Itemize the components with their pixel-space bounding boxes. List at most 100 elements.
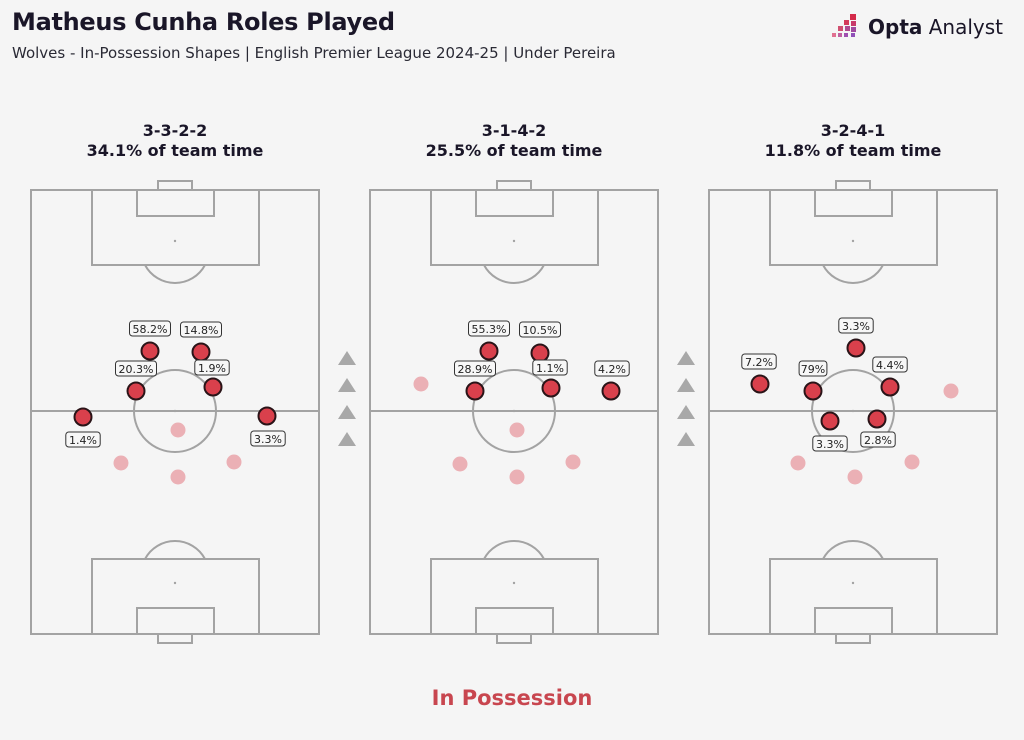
- up-arrow-icon: [338, 432, 356, 446]
- penalty-box-top: [91, 189, 260, 266]
- faded-player-dot: [565, 454, 581, 470]
- percentage-label-box: [65, 431, 101, 448]
- faded-player-dot: [943, 383, 959, 399]
- center-spot: [512, 409, 516, 413]
- penalty-box-top: [769, 189, 938, 266]
- goal-top: [157, 180, 193, 191]
- percentage-label: 3.3%: [254, 433, 282, 446]
- percentage-label-box: [741, 353, 777, 370]
- up-arrow-icon: [677, 378, 695, 392]
- pitch-3: 3.3% 7.2% 79% 4.4% 3.3% 2.8%: [708, 180, 998, 644]
- percentage-label-box: [860, 431, 896, 448]
- team-time-share: 25.5% of team time: [425, 141, 603, 160]
- footer-label: In Possession: [431, 686, 593, 710]
- percentage-label: 14.8%: [184, 324, 219, 337]
- percentage-label: 7.2%: [745, 356, 773, 369]
- chart-subtitle: Wolves - In-Possession Shapes | English …: [12, 44, 616, 62]
- player-position-dot: [867, 409, 887, 429]
- penalty-box-bottom: [430, 558, 599, 635]
- faded-player-dot: [170, 469, 186, 485]
- penalty-box-top: [430, 189, 599, 266]
- percentage-label: 55.3%: [472, 323, 507, 336]
- player-position-dot: [126, 381, 146, 401]
- percentage-label-box: [812, 435, 848, 452]
- player-position-dot: [820, 411, 840, 431]
- player-position-dot: [203, 377, 223, 397]
- percentage-label-box: [129, 320, 171, 337]
- up-arrow-icon: [338, 378, 356, 392]
- percentage-label: 20.3%: [119, 363, 154, 376]
- percentage-label-box: [454, 360, 496, 377]
- percentage-label: 79%: [801, 363, 825, 376]
- team-time-share: 34.1% of team time: [86, 141, 264, 160]
- six-yard-box-bottom: [136, 607, 215, 635]
- percentage-label: 3.3%: [842, 320, 870, 333]
- percentage-label-box: [872, 356, 908, 373]
- pitch-2-header: 3-1-4-2 25.5% of team time: [364, 121, 664, 161]
- goal-bottom: [496, 633, 532, 644]
- team-time-share: 11.8% of team time: [764, 141, 942, 160]
- pitch-2: 55.3% 10.5% 28.9% 1.1% 4.2%: [369, 180, 659, 644]
- pitch-1: 58.2% 14.8% 20.3% 1.9% 1.4% 3.3%: [30, 180, 320, 644]
- player-position-dot: [479, 341, 499, 361]
- formation-label: 3-3-2-2: [142, 121, 208, 140]
- opta-analyst-logo: Opta Analyst: [830, 12, 1003, 42]
- percentage-label: 58.2%: [133, 323, 168, 336]
- faded-player-dot: [509, 422, 525, 438]
- penalty-arc-top: [144, 264, 206, 284]
- percentage-label-box: [194, 359, 230, 376]
- percentage-label: 1.4%: [69, 434, 97, 447]
- faded-player-dot: [452, 456, 468, 472]
- faded-player-dot: [113, 455, 129, 471]
- player-position-dot: [803, 381, 823, 401]
- penalty-arc-bottom: [822, 540, 884, 560]
- player-position-dot: [541, 378, 561, 398]
- faded-player-dot: [847, 469, 863, 485]
- player-position-dot: [530, 343, 550, 363]
- penalty-box-bottom: [769, 558, 938, 635]
- player-position-dot: [191, 342, 211, 362]
- logo-text: Opta Analyst: [868, 15, 1003, 39]
- six-yard-box-top: [136, 189, 215, 217]
- faded-player-dot: [790, 455, 806, 471]
- percentage-label-box: [532, 359, 568, 376]
- up-arrow-icon: [677, 405, 695, 419]
- six-yard-box-bottom: [814, 607, 893, 635]
- faded-player-dot: [413, 376, 429, 392]
- penalty-arc-top: [483, 264, 545, 284]
- penalty-arc-bottom: [144, 540, 206, 560]
- penalty-box-bottom: [91, 558, 260, 635]
- penalty-spot-top: [512, 239, 516, 243]
- six-yard-box-top: [814, 189, 893, 217]
- percentage-label-box: [838, 317, 874, 334]
- player-position-dot: [73, 407, 93, 427]
- percentage-label: 1.1%: [536, 362, 564, 375]
- up-arrow-icon: [677, 351, 695, 365]
- percentage-label-box: [798, 360, 828, 377]
- up-arrow-icon: [677, 432, 695, 446]
- logo-mark-icon: [832, 14, 856, 37]
- percentage-label: 2.8%: [864, 434, 892, 447]
- faded-player-dot: [904, 454, 920, 470]
- six-yard-box-bottom: [475, 607, 554, 635]
- percentage-label: 3.3%: [816, 438, 844, 451]
- percentage-label-box: [468, 320, 510, 337]
- center-spot: [173, 409, 177, 413]
- percentage-label-box: [180, 321, 222, 338]
- penalty-spot-bottom: [851, 581, 855, 585]
- goal-bottom: [835, 633, 871, 644]
- percentage-label: 4.2%: [598, 363, 626, 376]
- player-position-dot: [750, 374, 770, 394]
- six-yard-box-top: [475, 189, 554, 217]
- up-arrow-icon: [338, 351, 356, 365]
- penalty-arc-bottom: [483, 540, 545, 560]
- faded-player-dot: [170, 422, 186, 438]
- penalty-spot-bottom: [173, 581, 177, 585]
- player-position-dot: [257, 406, 277, 426]
- faded-player-dot: [509, 469, 525, 485]
- player-position-dot: [465, 381, 485, 401]
- player-position-dot: [601, 381, 621, 401]
- formation-label: 3-1-4-2: [481, 121, 547, 140]
- penalty-spot-bottom: [512, 581, 516, 585]
